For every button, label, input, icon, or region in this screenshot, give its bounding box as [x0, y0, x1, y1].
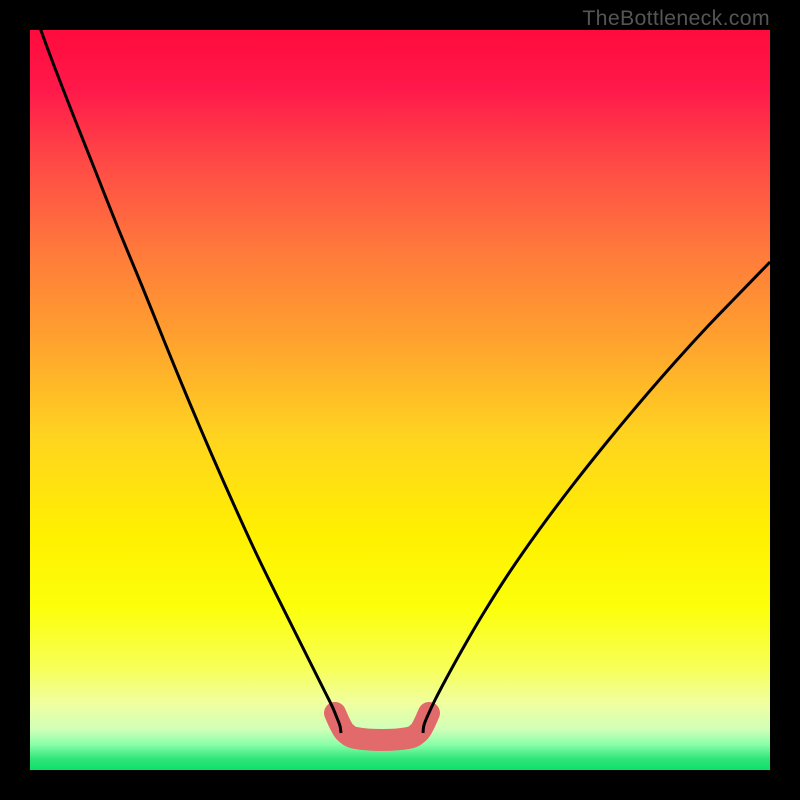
left-curve	[30, 30, 341, 733]
watermark-text: TheBottleneck.com	[582, 6, 770, 31]
plot-area	[30, 30, 770, 770]
chart-root: TheBottleneck.com	[0, 0, 800, 800]
right-curve	[423, 262, 770, 733]
chart-overlay-svg	[30, 30, 770, 770]
bottom-band-dot-2	[373, 731, 391, 749]
